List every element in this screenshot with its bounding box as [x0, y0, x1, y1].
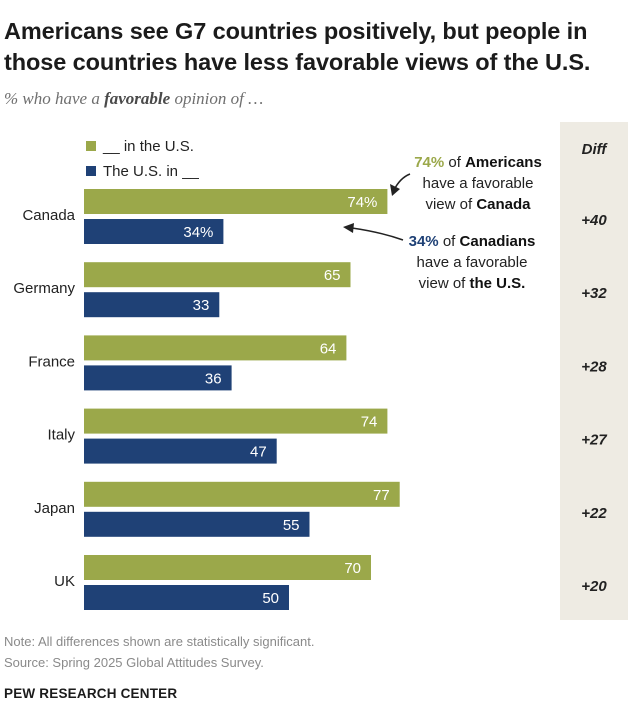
brand-logo-text: PEW RESEARCH CENTER: [4, 686, 178, 701]
chart-note: Note: All differences shown are statisti…: [4, 634, 315, 649]
bar-value-label: 34%: [183, 224, 213, 241]
bar-value-label: 65: [324, 267, 341, 284]
diff-panel: [560, 122, 628, 620]
diff-value: +28: [581, 358, 607, 375]
bar-value-label: 64: [320, 340, 337, 357]
bar-in-us: [84, 408, 388, 434]
annotation-americans-segment: of: [444, 154, 465, 171]
diff-value: +32: [581, 285, 607, 302]
arrowhead-americans: [390, 184, 400, 196]
bar-us-in: [84, 585, 289, 610]
category-label: Italy: [47, 427, 75, 444]
annotation-canadians-segment: 34%: [409, 233, 439, 250]
chart-source: Source: Spring 2025 Global Attitudes Sur…: [4, 655, 264, 670]
category-label: UK: [54, 573, 75, 590]
chart-subtitle: % who have a favorable opinion of …: [4, 89, 263, 109]
bar-us-in: [84, 292, 220, 318]
diff-value: +40: [581, 212, 607, 229]
annotation-canadians-segment: Canadians: [460, 233, 536, 250]
annotation-canadians-line: have a favorable: [417, 254, 528, 271]
legend-label-green: __ in the U.S.: [102, 138, 194, 155]
bar-us-in: [84, 365, 232, 391]
annotation-americans-line: 74% of Americans: [414, 154, 542, 171]
annotation-americans-segment: 74%: [414, 154, 444, 171]
bar-value-label: 36: [205, 370, 222, 387]
legend-swatch-blue: [86, 166, 96, 176]
annotation-americans-segment: view of: [425, 196, 476, 213]
category-label: Germany: [13, 280, 75, 297]
annotation-americans-line: view of Canada: [425, 196, 531, 213]
subtitle-before: % who have a: [4, 89, 105, 108]
annotation-americans-segment: Canada: [476, 196, 531, 213]
legend-swatch-green: [86, 141, 96, 151]
legend-label-blue: The U.S. in __: [103, 163, 200, 180]
category-label: France: [28, 353, 75, 370]
bar-us-in: [84, 438, 277, 464]
bar-chart: Diff __ in the U.S. The U.S. in __ Canada 74…: [13, 122, 628, 620]
diff-header: Diff: [582, 141, 609, 158]
bar-value-label: 77: [373, 487, 390, 504]
bar-value-label: 74%: [347, 194, 377, 211]
bar-value-label: 70: [344, 560, 361, 577]
category-label: Canada: [22, 207, 75, 224]
annotation-canadians-line: 34% of Canadians: [409, 233, 536, 250]
annotation-canadians-segment: have a favorable: [417, 254, 528, 271]
bar-value-label: 33: [193, 297, 210, 314]
bar-in-us: [84, 189, 388, 214]
bar-value-label: 50: [262, 590, 279, 607]
bar-value-label: 55: [283, 517, 300, 534]
diff-value: +22: [581, 505, 607, 522]
subtitle-emphasis: favorable: [104, 89, 171, 108]
bar-value-label: 47: [250, 444, 267, 461]
chart-title: Americans see G7 countries positively, b…: [4, 18, 591, 75]
annotation-canadians-segment: of: [439, 233, 460, 250]
bar-in-us: [84, 481, 400, 507]
arrow-canadians: [351, 227, 404, 241]
arrowhead-canadians: [343, 223, 354, 233]
bar-in-us: [84, 555, 371, 580]
annotation-canadians-line: view of the U.S.: [419, 275, 526, 292]
bar-us-in: [84, 511, 310, 537]
category-label: Japan: [34, 500, 75, 517]
diff-value: +27: [581, 432, 607, 449]
subtitle-after: opinion of …: [170, 89, 264, 108]
bar-value-label: 74: [361, 414, 378, 431]
diff-value: +20: [581, 578, 607, 595]
annotation-canadians-segment: view of: [419, 275, 470, 292]
annotation-canadians-segment: the U.S.: [470, 275, 526, 292]
annotation-americans-segment: Americans: [465, 154, 542, 171]
bar-us-in: [84, 219, 224, 244]
annotation-americans-segment: have a favorable: [423, 175, 534, 192]
bar-in-us: [84, 335, 347, 361]
bar-in-us: [84, 262, 351, 288]
annotation-americans-line: have a favorable: [423, 175, 534, 192]
